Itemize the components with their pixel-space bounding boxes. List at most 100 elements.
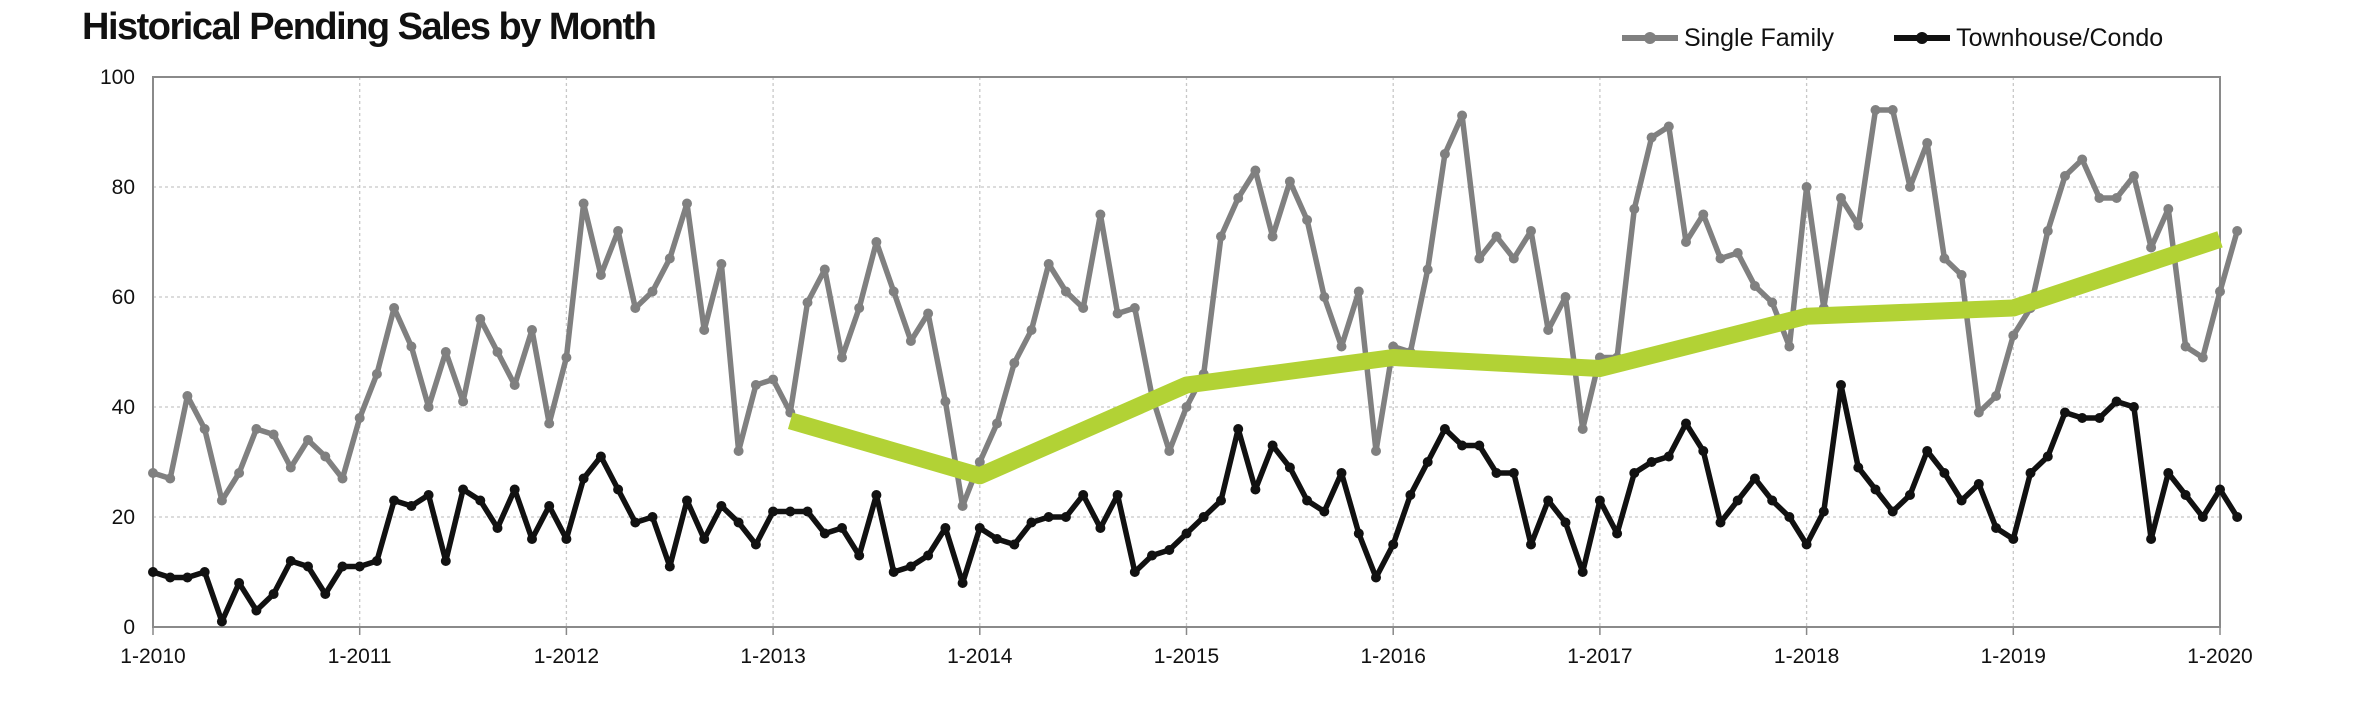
- data-point: [1560, 517, 1571, 528]
- data-point: [1629, 468, 1640, 478]
- data-point: [182, 391, 193, 401]
- data-point: [1698, 446, 1709, 456]
- x-tick-label: 1-2016: [1361, 645, 1426, 668]
- data-point: [595, 270, 606, 280]
- data-point: [1663, 121, 1674, 132]
- data-point: [1319, 292, 1330, 302]
- data-point: [664, 561, 675, 572]
- data-point: [1250, 484, 1261, 495]
- data-point: [458, 484, 469, 495]
- data-point: [1216, 231, 1226, 242]
- data-point: [2060, 171, 2070, 181]
- data-point: [199, 567, 210, 577]
- data-point: [854, 550, 865, 561]
- data-point: [682, 495, 692, 506]
- data-point: [1284, 176, 1295, 187]
- data-point: [216, 495, 227, 506]
- data-point: [1956, 495, 1967, 506]
- data-point: [1457, 440, 1468, 451]
- data-point: [320, 451, 331, 462]
- data-point: [2128, 402, 2139, 412]
- x-tick-label: 1-2012: [534, 645, 599, 668]
- data-point: [2232, 226, 2243, 236]
- legend: Single Family Townhouse/Condo: [1620, 20, 2221, 56]
- data-point: [2025, 468, 2036, 478]
- data-point: [509, 484, 520, 495]
- data-point: [871, 490, 882, 500]
- data-point: [992, 534, 1002, 544]
- data-point: [440, 556, 451, 566]
- data-point: [1543, 325, 1554, 335]
- data-point: [337, 561, 348, 572]
- data-point: [1009, 358, 1020, 368]
- data-point: [1577, 424, 1588, 434]
- x-tick-label: 1-2013: [740, 645, 805, 668]
- data-point: [1302, 215, 1313, 225]
- data-point: [1853, 462, 1864, 473]
- data-point: [1508, 253, 1519, 264]
- data-point: [1284, 462, 1295, 473]
- data-point: [1836, 193, 1846, 203]
- data-point: [2197, 512, 2208, 522]
- data-point: [389, 303, 400, 313]
- data-point: [1078, 490, 1089, 500]
- data-point: [423, 402, 434, 412]
- data-point: [785, 506, 796, 517]
- data-point: [1991, 391, 2002, 401]
- data-point: [475, 314, 486, 324]
- x-tick-label: 1-2018: [1774, 645, 1839, 668]
- data-point: [940, 396, 951, 407]
- data-point: [1732, 495, 1743, 506]
- data-point: [1267, 231, 1278, 242]
- data-point: [285, 462, 296, 473]
- data-point: [1646, 457, 1657, 467]
- data-point: [1319, 506, 1330, 517]
- data-point: [1836, 380, 1846, 390]
- data-point: [2163, 468, 2174, 478]
- data-point: [2128, 171, 2139, 181]
- x-tick-label: 1-2015: [1154, 645, 1219, 668]
- data-point: [1887, 506, 1898, 517]
- data-point: [268, 589, 279, 599]
- legend-label-townhouse-condo: Townhouse/Condo: [1956, 23, 2164, 52]
- data-point: [1853, 220, 1864, 231]
- data-point: [1474, 253, 1485, 264]
- data-point: [750, 380, 761, 390]
- data-point: [613, 226, 624, 236]
- data-point: [1526, 226, 1536, 236]
- data-point: [733, 517, 744, 528]
- data-point: [561, 352, 572, 363]
- data-point: [303, 561, 313, 572]
- series-1: [148, 380, 2243, 627]
- data-point: [561, 534, 572, 544]
- data-point: [819, 264, 830, 275]
- data-point: [1112, 308, 1123, 319]
- legend-label-single-family: Single Family: [1684, 23, 1835, 52]
- data-point: [1026, 325, 1037, 335]
- data-point: [492, 347, 503, 357]
- data-point: [1439, 424, 1450, 434]
- data-point: [1818, 506, 1829, 517]
- data-point: [1181, 528, 1192, 539]
- data-point: [1371, 446, 1381, 456]
- data-point: [1405, 490, 1416, 500]
- y-tick-label: 100: [100, 66, 135, 89]
- data-point: [1336, 341, 1347, 352]
- data-point: [268, 429, 279, 440]
- trend-line: [787, 231, 2223, 485]
- data-point: [1216, 495, 1226, 506]
- plot-border: [152, 76, 2221, 628]
- data-point: [2008, 534, 2019, 544]
- data-point: [1784, 512, 1795, 522]
- data-point: [1147, 550, 1157, 561]
- x-tick-label: 1-2020: [2187, 645, 2252, 668]
- data-point: [768, 374, 779, 385]
- data-point: [406, 501, 417, 511]
- data-point: [1164, 446, 1175, 456]
- data-point: [802, 506, 813, 517]
- data-point: [544, 501, 555, 511]
- x-tick-label: 1-2017: [1567, 645, 1632, 668]
- data-point: [320, 589, 331, 599]
- data-point: [905, 336, 916, 346]
- data-point: [1663, 451, 1674, 462]
